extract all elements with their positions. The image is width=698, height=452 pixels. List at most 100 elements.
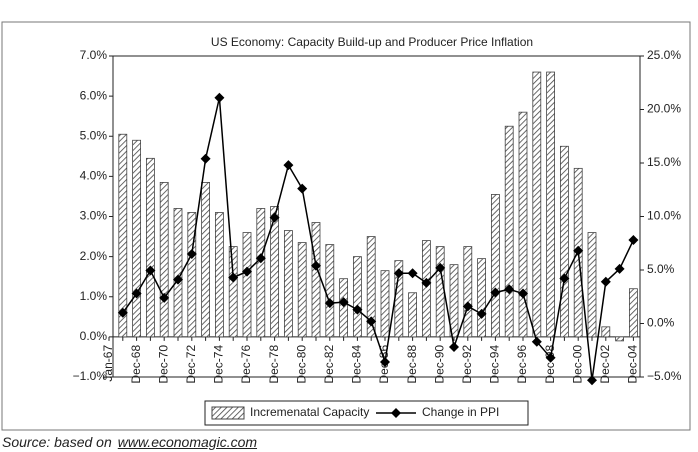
bar xyxy=(504,125,514,338)
bar xyxy=(532,71,542,338)
x-tick-label: Dec-98 xyxy=(543,345,557,384)
y-tick-label: 0.0% xyxy=(80,329,108,343)
bar xyxy=(242,232,252,338)
marker xyxy=(449,342,459,353)
x-tick-label: Dec-92 xyxy=(460,345,474,384)
bar xyxy=(477,258,487,338)
bar xyxy=(339,278,349,338)
bar xyxy=(601,326,611,338)
marker xyxy=(269,212,280,223)
bar xyxy=(587,232,597,338)
x-tick-label: Dec-76 xyxy=(239,345,253,384)
bar xyxy=(518,111,528,338)
x-tick-label: Dec-94 xyxy=(488,345,502,384)
y-tick-label: 5.0% xyxy=(80,128,108,142)
marker xyxy=(159,292,170,303)
marker xyxy=(173,274,183,285)
x-tick-label: Dec-02 xyxy=(598,345,612,384)
chart-title: US Economy: Capacity Build-up and Produc… xyxy=(211,35,533,49)
bar xyxy=(270,206,280,338)
x-tick-label: Dec-80 xyxy=(294,345,308,384)
bar xyxy=(490,194,500,338)
marker xyxy=(559,273,570,284)
marker xyxy=(518,288,528,299)
source-note: Source: based on www.economagic.com xyxy=(2,434,257,450)
bar xyxy=(366,236,376,338)
x-tick-label: Dec-00 xyxy=(570,345,584,384)
y2-tick-label: −5.0% xyxy=(647,369,682,383)
marker xyxy=(476,308,487,319)
x-tick-label: Jan-67 xyxy=(101,345,115,382)
bar xyxy=(546,71,555,338)
x-tick-label: Dec-70 xyxy=(156,345,170,384)
x-tick-label: Dec-04 xyxy=(626,345,640,384)
bar xyxy=(159,181,169,338)
bar xyxy=(228,246,238,338)
bar xyxy=(463,246,473,338)
x-tick-label: Dec-74 xyxy=(212,345,226,384)
legend-swatch xyxy=(211,406,245,420)
y2-tick-label: 10.0% xyxy=(647,209,681,223)
bar xyxy=(283,230,293,338)
x-tick-label: Dec-90 xyxy=(432,345,446,384)
marker xyxy=(186,248,197,259)
bar xyxy=(408,292,418,338)
x-tick-label: Dec-72 xyxy=(184,345,198,384)
marker xyxy=(435,262,446,273)
marker xyxy=(311,260,321,271)
marker xyxy=(614,263,625,274)
x-tick-label: Dec-96 xyxy=(515,345,529,384)
bar xyxy=(352,256,362,338)
bar xyxy=(615,336,624,342)
marker xyxy=(117,307,128,318)
bar xyxy=(187,212,197,338)
marker xyxy=(380,357,390,368)
bar xyxy=(145,157,155,338)
x-tick-label: Dec-84 xyxy=(350,345,364,384)
bar xyxy=(560,145,569,338)
y-tick-label: 3.0% xyxy=(80,209,108,223)
source-link[interactable]: www.economagic.com xyxy=(117,434,258,450)
marker xyxy=(283,160,294,171)
marker xyxy=(628,235,639,246)
marker xyxy=(545,352,556,363)
marker xyxy=(145,265,156,276)
marker xyxy=(393,268,404,279)
marker xyxy=(255,253,266,264)
y2-tick-label: 0.0% xyxy=(647,316,675,330)
chart-frame xyxy=(1,21,691,431)
y2-tick-label: 25.0% xyxy=(647,48,681,62)
bar xyxy=(214,212,224,338)
legend-label: Incremenatal Capacity xyxy=(250,405,369,419)
marker xyxy=(338,297,349,308)
y2-tick-label: 5.0% xyxy=(647,262,675,276)
marker xyxy=(421,277,432,288)
bar xyxy=(173,208,183,338)
x-tick-label: Dec-82 xyxy=(322,345,336,384)
legend-marker xyxy=(391,408,401,418)
marker xyxy=(600,276,611,287)
line xyxy=(122,97,635,381)
marker xyxy=(366,316,377,327)
legend-label: Change in PPI xyxy=(422,405,499,419)
bar xyxy=(380,270,390,338)
source-label: Source: xyxy=(2,434,51,450)
chart: US Economy: Capacity Build-up and Produc… xyxy=(1,21,691,431)
marker xyxy=(297,183,308,194)
y-tick-label: −1.0% xyxy=(73,369,108,383)
marker xyxy=(352,304,363,315)
bar xyxy=(297,242,307,338)
y-tick-label: 2.0% xyxy=(80,249,108,263)
source-text: based on xyxy=(54,434,112,450)
bar xyxy=(325,244,335,338)
marker xyxy=(573,245,584,256)
x-tick-label: Dec-78 xyxy=(267,345,281,384)
marker xyxy=(131,288,142,299)
y-tick-label: 6.0% xyxy=(80,88,108,102)
marker xyxy=(531,336,542,347)
marker xyxy=(214,92,225,103)
y2-tick-label: 15.0% xyxy=(647,155,681,169)
bar xyxy=(256,208,266,338)
x-tick-label: Dec-68 xyxy=(129,345,143,384)
marker xyxy=(407,268,418,279)
